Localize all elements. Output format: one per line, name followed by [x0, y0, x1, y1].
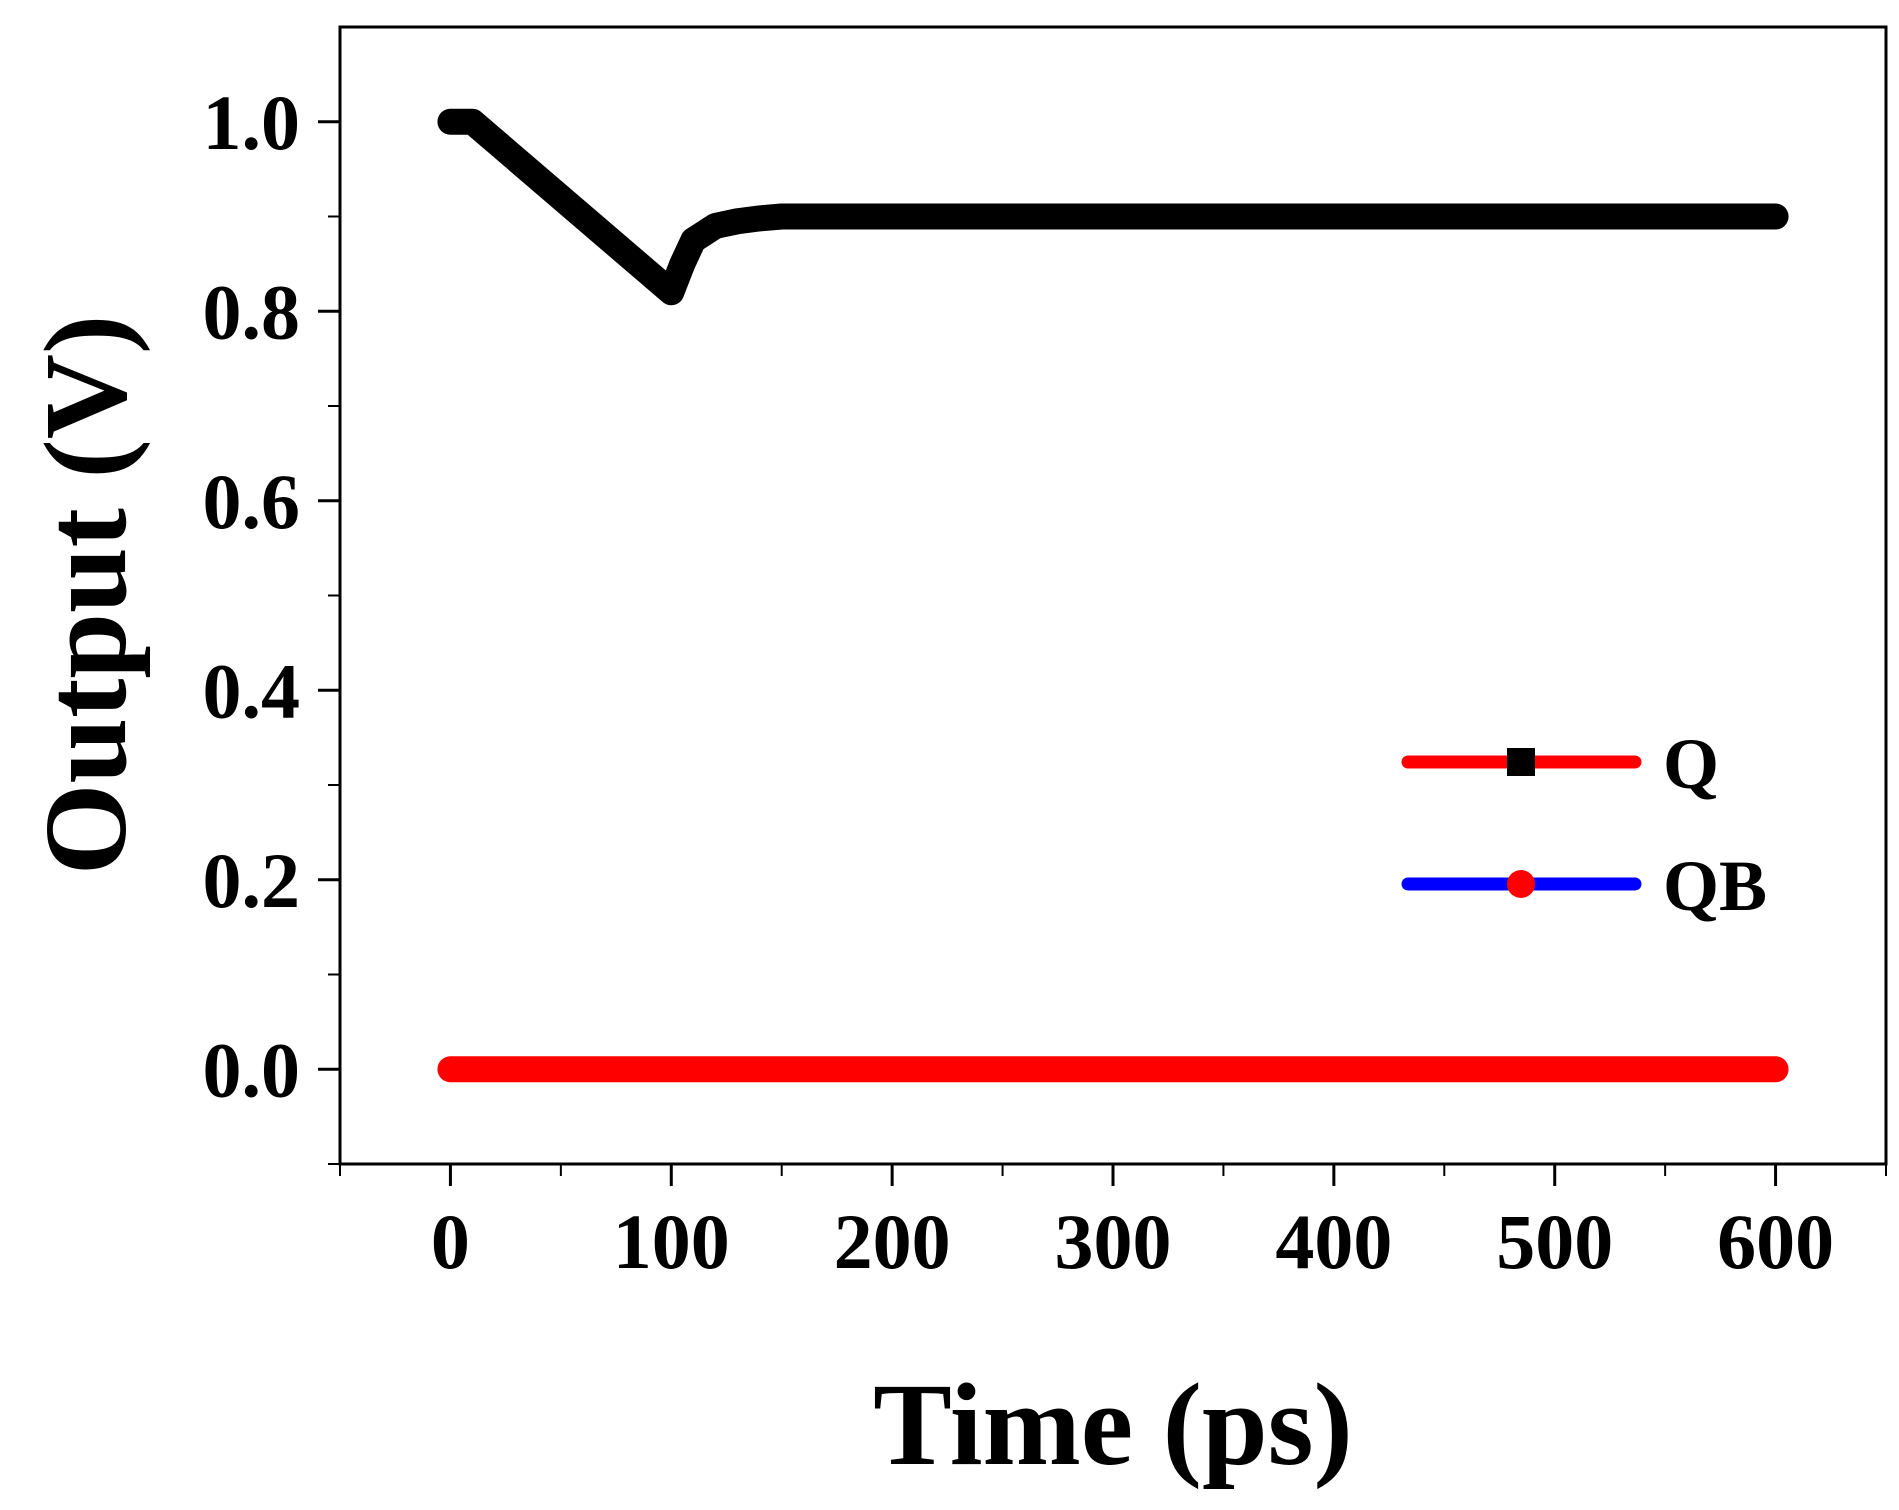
y-tick-label: 0.4	[203, 647, 301, 734]
legend-marker-qb	[1507, 870, 1535, 898]
legend: Q QB	[1401, 724, 1767, 926]
x-tick-label: 0	[431, 1198, 470, 1285]
x-tick-label: 500	[1496, 1198, 1613, 1285]
y-tick-label: 0.0	[203, 1026, 301, 1113]
x-axis-title: Time (ps)	[873, 1359, 1353, 1490]
series-line-q	[437, 108, 1789, 306]
legend-label-qb: QB	[1663, 846, 1767, 926]
x-tick-label: 600	[1717, 1198, 1834, 1285]
x-tick-label: 400	[1275, 1198, 1392, 1285]
y-tick-label: 0.2	[203, 837, 301, 924]
x-tick-label: 100	[613, 1198, 730, 1285]
y-axis-ticks: 0.0 0.2 0.4 0.6 0.8 1.0	[203, 79, 340, 1165]
x-tick-label: 300	[1055, 1198, 1172, 1285]
series-lines	[437, 108, 1789, 1083]
x-axis-ticks: 0 100 200 300 400 500 600	[339, 1164, 1887, 1285]
y-axis-title: Output (V)	[20, 315, 151, 876]
y-tick-label: 1.0	[203, 79, 301, 166]
legend-marker-q	[1507, 748, 1535, 776]
y-tick-label: 0.6	[203, 458, 301, 545]
y-tick-label: 0.8	[203, 268, 301, 355]
x-tick-label: 200	[834, 1198, 951, 1285]
legend-label-q: Q	[1663, 724, 1719, 804]
